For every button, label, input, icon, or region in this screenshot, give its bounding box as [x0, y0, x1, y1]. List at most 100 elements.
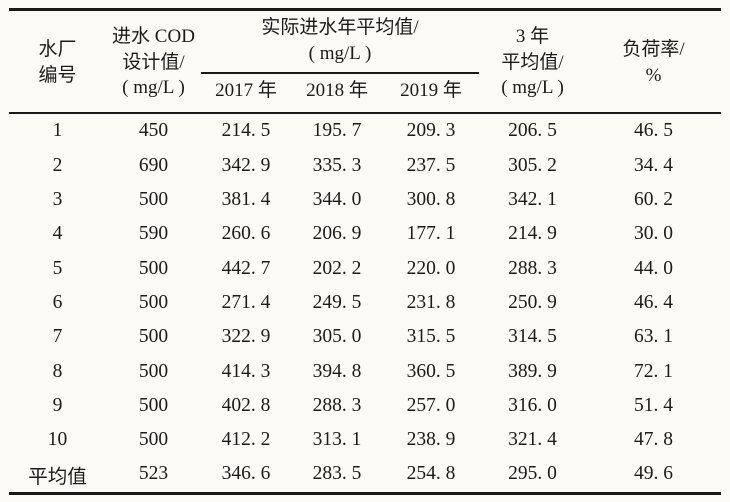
value-cell: 500	[138, 394, 169, 416]
value-cell: 344. 0	[312, 189, 362, 211]
value-cell: 283. 5	[312, 463, 362, 485]
value-cell: 450	[105, 112, 201, 149]
value-cell: 249. 5	[312, 291, 362, 313]
table-row: 9 500 402. 8 288. 3 257. 0 316. 0 51. 4	[9, 389, 721, 423]
header-design-cod: 进水 COD 设计值/ ( mg/L )	[112, 26, 195, 99]
value-cell: 342. 9	[221, 154, 271, 176]
row-label-cell: 8	[52, 360, 63, 382]
value-cell: 305. 0	[312, 326, 362, 348]
value-cell: 206. 5	[479, 112, 586, 149]
value-cell: 288. 3	[508, 257, 557, 279]
value-cell: 500	[138, 360, 169, 382]
table-row: 10 500 412. 2 313. 1 238. 9 321. 4 47. 8	[9, 423, 721, 457]
header-actual-yearly-average: 实际进水年平均值/ ( mg/L )	[200, 9, 479, 75]
header-row-years: 2017 年 2018 年 2019 年	[9, 73, 721, 113]
value-cell: 177. 1	[406, 223, 456, 245]
header-year-2018: 2018 年	[306, 80, 368, 102]
value-cell: 402. 8	[221, 394, 271, 416]
value-cell: 500	[138, 326, 169, 348]
value-cell: 30. 0	[634, 223, 673, 245]
table-body: 1 450 214. 5 195. 7 209. 3 206. 5 46. 5 2 690 342…	[8, 112, 721, 493]
table-row: 5 500 442. 7 202. 2 220. 0 288. 3 44. 0	[9, 251, 721, 285]
value-cell: 335. 3	[312, 154, 362, 176]
row-label-cell: 7	[52, 326, 63, 348]
value-cell: 72. 1	[634, 360, 673, 382]
header-row-top: 水厂 编号 进水 COD 设计值/ ( mg/L ) 实际进水年平均值/ ( m…	[9, 9, 721, 98]
header-plant-id: 水厂 编号	[38, 39, 77, 86]
value-cell: 46. 5	[586, 112, 721, 149]
value-cell: 34. 4	[634, 154, 673, 176]
row-label-cell: 2	[52, 154, 63, 176]
row-label-cell: 5	[52, 257, 63, 279]
value-cell: 46. 4	[634, 291, 673, 313]
header-year-2017: 2017 年	[215, 80, 277, 102]
table-row: 1 450 214. 5 195. 7 209. 3 206. 5 46. 5	[8, 112, 721, 149]
value-cell: 214. 9	[508, 223, 557, 245]
value-cell: 260. 6	[221, 223, 271, 245]
value-cell: 231. 8	[406, 291, 456, 313]
value-cell: 381. 4	[221, 189, 271, 211]
table-row: 7 500 322. 9 305. 0 315. 5 314. 5 63. 1	[9, 320, 721, 354]
value-cell: 63. 1	[634, 326, 673, 348]
value-cell: 590	[138, 223, 169, 245]
value-cell: 321. 4	[508, 429, 557, 451]
value-cell: 214. 5	[200, 112, 291, 149]
value-cell: 346. 6	[221, 463, 271, 485]
value-cell: 316. 0	[508, 394, 557, 416]
value-cell: 315. 5	[406, 326, 456, 348]
value-cell: 60. 2	[634, 189, 673, 211]
header-year-2019: 2019 年	[400, 80, 462, 102]
value-cell: 271. 4	[221, 291, 271, 313]
row-label-cell: 6	[52, 291, 63, 313]
row-label-cell: 1	[8, 112, 106, 149]
value-cell: 690	[138, 154, 169, 176]
row-label-cell: 9	[52, 394, 63, 416]
value-cell: 500	[138, 257, 169, 279]
value-cell: 394. 8	[312, 360, 362, 382]
table-row: 6 500 271. 4 249. 5 231. 8 250. 9 46. 4	[9, 286, 721, 320]
table-row: 平均值 523 346. 6 283. 5 254. 8 295. 0 49. 6	[9, 457, 721, 493]
value-cell: 412. 2	[221, 429, 271, 451]
value-cell: 257. 0	[406, 394, 456, 416]
value-cell: 442. 7	[221, 257, 271, 279]
value-cell: 500	[138, 189, 169, 211]
value-cell: 500	[138, 429, 169, 451]
value-cell: 44. 0	[634, 257, 673, 279]
value-cell: 49. 6	[634, 463, 673, 485]
value-cell: 202. 2	[312, 257, 362, 279]
cod-load-rate-table: 水厂 编号 进水 COD 设计值/ ( mg/L ) 实际进水年平均值/ ( m…	[8, 8, 721, 495]
table-row: 3 500 381. 4 344. 0 300. 8 342. 1 60. 2	[9, 183, 721, 217]
value-cell: 322. 9	[221, 326, 271, 348]
value-cell: 500	[138, 291, 169, 313]
value-cell: 314. 5	[508, 326, 557, 348]
row-label-cell: 平均值	[28, 466, 87, 488]
value-cell: 295. 0	[508, 463, 557, 485]
table-row: 4 590 260. 6 206. 9 177. 1 214. 9 30. 0	[9, 217, 721, 251]
table-header: 水厂 编号 进水 COD 设计值/ ( mg/L ) 实际进水年平均值/ ( m…	[9, 9, 721, 114]
value-cell: 342. 1	[508, 189, 557, 211]
value-cell: 305. 2	[508, 154, 557, 176]
row-label-cell: 10	[47, 429, 68, 451]
value-cell: 47. 8	[634, 429, 673, 451]
value-cell: 238. 9	[406, 429, 456, 451]
value-cell: 313. 1	[312, 429, 362, 451]
value-cell: 288. 3	[312, 394, 362, 416]
value-cell: 523	[138, 463, 169, 485]
value-cell: 195. 7	[290, 112, 383, 149]
value-cell: 250. 9	[508, 291, 557, 313]
value-cell: 360. 5	[406, 360, 456, 382]
row-label-cell: 3	[52, 189, 63, 211]
header-three-year-average: 3 年 平均值/ ( mg/L )	[501, 26, 564, 99]
value-cell: 220. 0	[406, 257, 456, 279]
value-cell: 300. 8	[406, 189, 456, 211]
table-row: 8 500 414. 3 394. 8 360. 5 389. 9 72. 1	[9, 354, 721, 388]
value-cell: 389. 9	[508, 360, 557, 382]
value-cell: 254. 8	[406, 463, 456, 485]
table-row: 2 690 342. 9 335. 3 237. 5 305. 2 34. 4	[9, 149, 721, 183]
value-cell: 237. 5	[406, 154, 456, 176]
value-cell: 51. 4	[634, 394, 673, 416]
header-load-rate: 负荷率/ %	[622, 39, 685, 86]
row-label-cell: 4	[52, 223, 63, 245]
value-cell: 414. 3	[221, 360, 271, 382]
